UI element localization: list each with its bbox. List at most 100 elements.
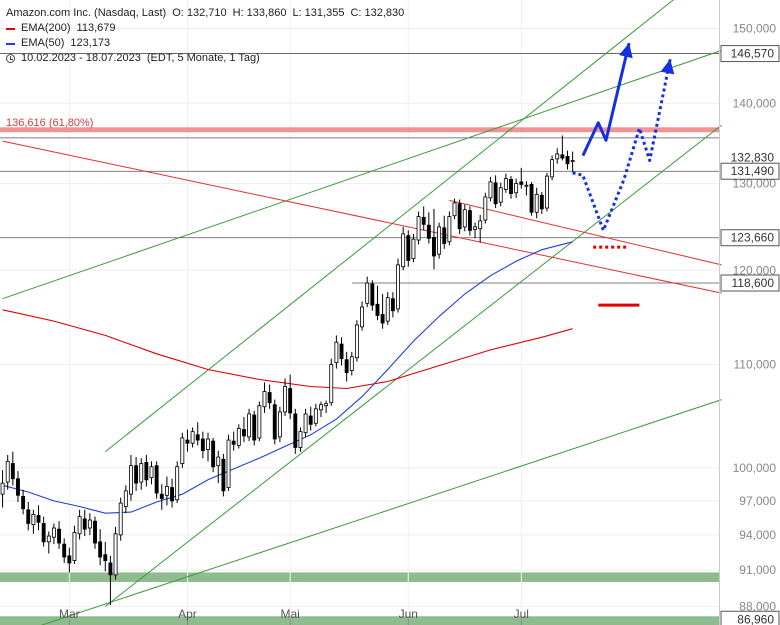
candle [493,175,498,209]
candle [421,206,426,231]
candle [442,215,447,249]
candle [411,233,416,263]
candle-body [242,429,246,437]
candle-body [0,482,5,495]
candle [334,335,339,369]
candle [283,378,287,417]
candle [396,258,400,313]
fib-level-label: 136,616 (61,80%) [6,117,93,129]
candle [170,478,174,508]
candle [82,509,87,537]
candle-body [467,210,472,231]
candle [519,167,524,189]
candle-body [493,182,498,205]
candle [555,148,560,164]
candle-body [303,413,308,434]
candle [293,408,298,454]
candle-body [72,532,77,561]
candle [231,431,236,451]
candle [380,294,385,329]
candle-body [123,490,128,507]
candle-body [457,203,462,230]
candle [21,489,26,515]
candle-body [195,434,200,441]
candle-body [555,153,560,160]
candle-body [349,356,354,371]
candle [149,461,154,485]
candle [349,351,354,376]
candle-body [257,405,262,439]
candle [303,408,308,437]
candle [390,292,395,318]
candle-body [550,159,555,178]
candle [313,403,318,427]
candle-body [447,216,452,243]
support-zone-1 [0,616,719,625]
ema50-line [2,241,573,514]
candle [62,538,67,563]
candle-body [360,306,365,328]
candle-body [514,183,519,194]
projection-arrowhead-correction-path [660,59,675,75]
candle-body [437,226,442,255]
clock-icon [6,54,15,63]
legend-instrument-row: Amazon.com Inc. (Nasdaq, Last) O: 132,71… [6,6,410,21]
candle [200,431,205,459]
ema200-swatch [6,27,15,30]
candle-body [432,236,436,257]
candle-body [87,519,92,529]
candle-body [529,184,534,213]
candle-body [21,496,26,510]
candle [483,192,488,224]
candle-body [565,156,570,165]
candle-body [483,196,488,221]
y-tick-label: 140,000 [733,96,777,110]
candle [98,529,103,566]
close-value: C: 132,830 [350,7,405,19]
candle-body [503,178,508,190]
level-4-label: 118,600 [732,276,775,290]
candle [236,424,241,449]
candle [432,208,436,270]
candle [159,484,164,510]
period-range: 10.02.2023 - 18.07.2023 [21,52,141,64]
ema50-swatch [6,42,15,45]
candle-body [221,458,226,492]
level-3-box [720,229,780,247]
candle [457,199,462,234]
low-value: L: 131,355 [292,7,345,19]
candle [257,401,262,442]
x-tick-label: Mai [280,607,299,621]
y-tick-label: 91,000 [739,563,776,577]
candle-body [67,555,72,564]
open-value: O: 132,710 [172,7,227,19]
level-2-label: 131,490 [731,164,775,178]
bottom-level-label: 86,960 [737,612,774,625]
y-tick-label: 88,000 [739,599,776,613]
candle-body [478,220,483,230]
legend-ema50-row: EMA(50) 123,173 [6,36,410,51]
candle [370,280,375,311]
candle [324,400,329,413]
y-tick-label: 120,000 [733,263,777,277]
period-info: (EDT, 5 Monate, 1 Tag) [146,52,260,64]
candle [488,176,493,202]
candle [72,525,77,565]
candle [462,204,467,232]
candle-body [180,437,185,464]
candle [360,301,365,331]
y-tick-label: 150,000 [733,22,777,36]
candle-body [113,533,118,576]
candle [144,454,149,487]
candle [185,429,190,452]
candle [416,211,421,245]
candle [247,408,252,442]
candle-body [164,486,169,496]
candle-body [498,187,503,203]
candle [93,516,97,549]
candle [16,471,20,502]
candle-body [247,413,252,438]
candle [226,434,231,491]
candle [385,292,390,325]
